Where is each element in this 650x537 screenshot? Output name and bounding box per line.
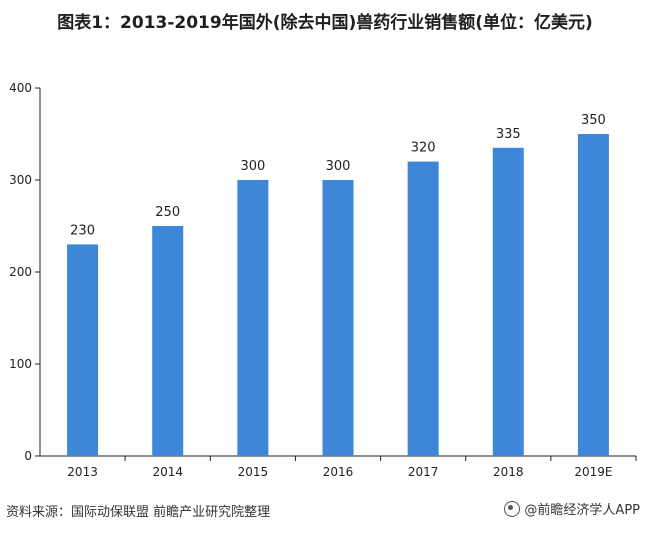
chart-title: 图表1：2013-2019年国外(除去中国)兽药行业销售额(单位：亿美元) xyxy=(57,13,593,33)
data-label-2018: 335 xyxy=(496,127,521,142)
bar-2019E xyxy=(577,134,609,456)
bar-chart: 0 100 200 300 400 230 2013 250 2014 300 2015 300 201… xyxy=(0,72,650,487)
x-tick-label-2015: 2015 xyxy=(238,465,269,479)
bar-2018 xyxy=(492,147,524,457)
y-tick-label: 0 xyxy=(24,449,32,463)
data-label-2015: 300 xyxy=(240,159,265,174)
brand-logo-icon xyxy=(504,500,521,517)
footer: 资料来源：国际动保联盟 前瞻产业研究院整理 @前瞻经济学人APP xyxy=(0,497,650,523)
x-tick-label-2014: 2014 xyxy=(152,465,183,479)
bar-2017 xyxy=(407,161,439,456)
bar-2016 xyxy=(322,180,354,456)
data-label-2013: 230 xyxy=(70,223,95,238)
x-tick-label-2018: 2018 xyxy=(493,465,524,479)
y-tick-label: 200 xyxy=(9,265,32,279)
y-tick-label: 400 xyxy=(9,81,32,95)
y-tick-label: 100 xyxy=(9,357,32,371)
brand: @前瞻经济学人APP xyxy=(504,499,640,518)
x-tick-label-2017: 2017 xyxy=(408,465,439,479)
data-label-2014: 250 xyxy=(155,205,180,220)
data-label-2017: 320 xyxy=(411,141,436,156)
bar-2013 xyxy=(67,244,99,456)
bar-chart-svg: 0 100 200 300 400 230 2013 250 2014 300 2015 300 201… xyxy=(9,81,637,479)
x-tick-label-2016: 2016 xyxy=(323,465,354,479)
y-tick-label: 300 xyxy=(9,173,32,187)
data-label-2019E: 350 xyxy=(581,113,606,128)
source-text: 资料来源：国际动保联盟 前瞻产业研究院整理 xyxy=(6,505,271,520)
bar-2015 xyxy=(237,180,269,456)
x-tick-label-2013: 2013 xyxy=(67,465,98,479)
bar-2014 xyxy=(152,226,184,456)
data-label-2016: 300 xyxy=(326,159,351,174)
x-tick-label-2019E: 2019E xyxy=(574,465,612,479)
brand-text: @前瞻经济学人APP xyxy=(524,503,640,518)
